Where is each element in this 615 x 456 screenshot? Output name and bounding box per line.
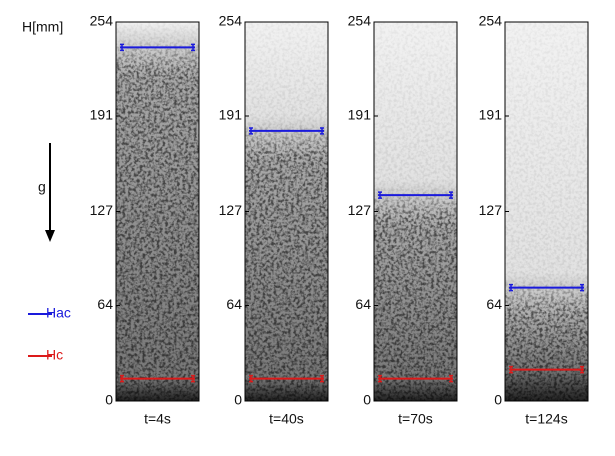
y-tick-label: 127 <box>219 202 243 218</box>
x-axis-label: t=4s <box>144 411 171 427</box>
error-bar <box>120 374 124 383</box>
error-bar <box>249 127 253 135</box>
panel-texture <box>374 22 457 401</box>
error-bar <box>191 43 195 52</box>
error-bar <box>580 365 584 374</box>
y-tick-label: 0 <box>105 392 113 408</box>
y-tick-label: 254 <box>348 13 372 29</box>
legend-label: Hc <box>46 347 63 363</box>
y-tick-label: 191 <box>90 107 114 123</box>
error-bar <box>320 374 324 383</box>
y-axis-label: H[mm] <box>22 19 63 35</box>
x-axis-label: t=70s <box>398 411 433 427</box>
x-axis-label: t=124s <box>525 411 567 427</box>
gravity-label: g <box>38 179 46 195</box>
error-bar <box>378 191 382 199</box>
y-tick-label: 191 <box>479 107 503 123</box>
y-tick-label: 127 <box>479 202 503 218</box>
y-tick-label: 0 <box>494 392 502 408</box>
error-bar <box>320 127 324 135</box>
error-bar <box>580 283 584 292</box>
y-tick-label: 0 <box>363 392 371 408</box>
y-tick-label: 127 <box>90 202 114 218</box>
y-tick-label: 64 <box>226 296 242 312</box>
error-bar <box>249 374 253 383</box>
error-bar <box>449 191 453 199</box>
error-bar <box>509 365 513 374</box>
error-bar <box>120 43 124 52</box>
y-tick-label: 64 <box>355 296 371 312</box>
y-tick-label: 254 <box>219 13 243 29</box>
y-tick-label: 254 <box>90 13 114 29</box>
error-bar <box>378 374 382 383</box>
y-tick-label: 191 <box>348 107 372 123</box>
panel-texture <box>505 22 588 401</box>
x-axis-label: t=40s <box>269 411 304 427</box>
legend-label: Hac <box>46 305 71 321</box>
y-tick-label: 191 <box>219 107 243 123</box>
error-bar <box>191 374 195 383</box>
panel-texture <box>245 22 328 401</box>
error-bar <box>509 283 513 292</box>
y-tick-label: 64 <box>97 296 113 312</box>
y-tick-label: 127 <box>348 202 372 218</box>
gravity-arrowhead <box>45 230 55 242</box>
y-tick-label: 0 <box>234 392 242 408</box>
y-tick-label: 254 <box>479 13 503 29</box>
error-bar <box>449 374 453 383</box>
panel-texture <box>116 22 199 401</box>
y-tick-label: 64 <box>486 296 502 312</box>
